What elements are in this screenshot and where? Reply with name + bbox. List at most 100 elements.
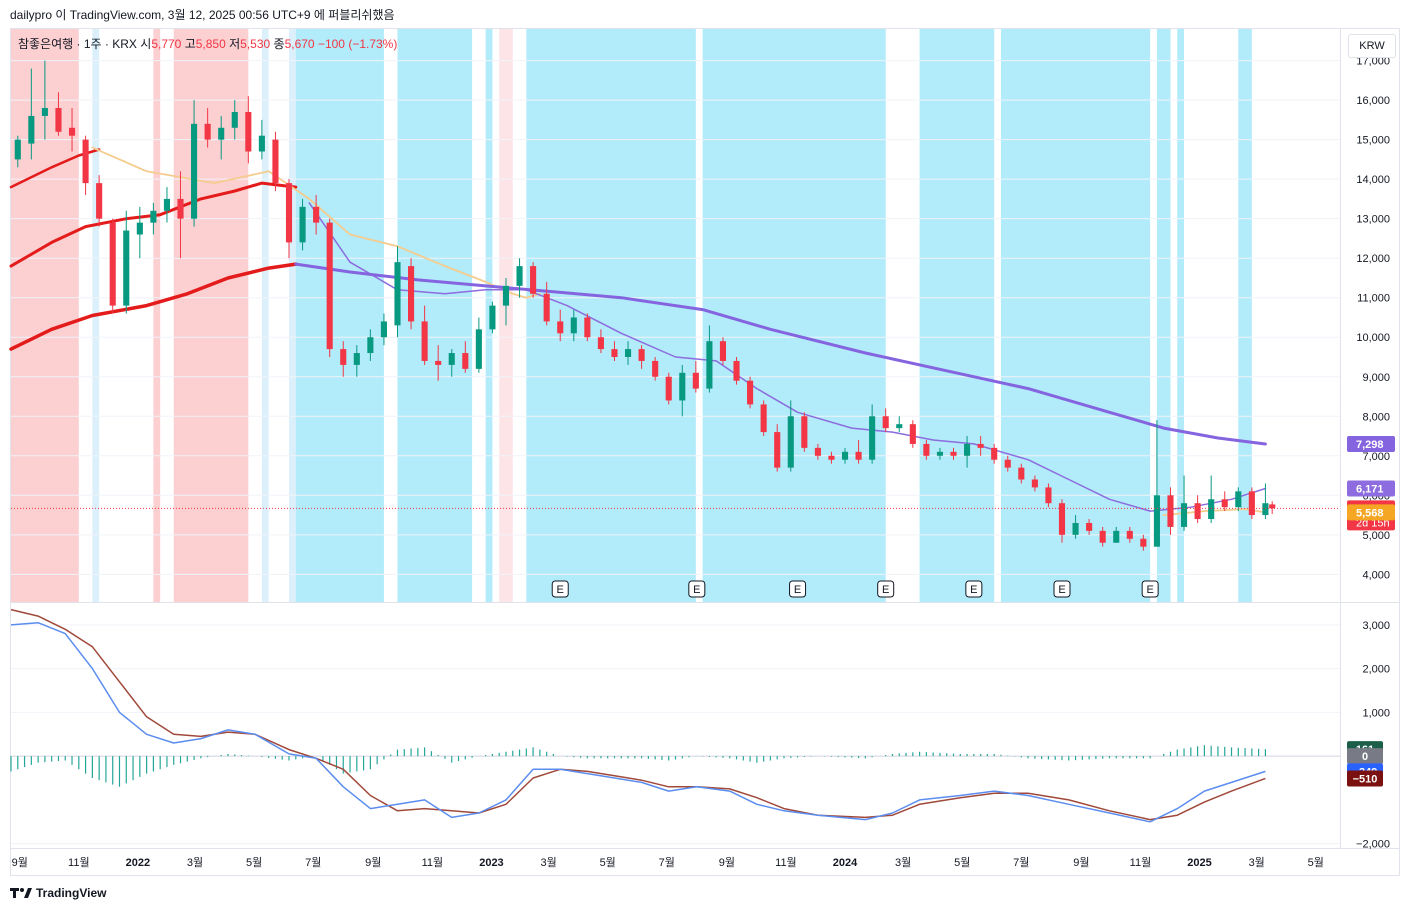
candle-body[interactable] [760, 404, 767, 433]
earnings-marker[interactable] [551, 580, 569, 598]
candle-body[interactable] [1058, 503, 1066, 535]
candle-body[interactable] [1031, 479, 1038, 488]
candle-body[interactable] [1018, 467, 1025, 480]
candle-body[interactable] [14, 139, 21, 160]
candle-body[interactable] [733, 360, 740, 381]
candle-body[interactable] [923, 443, 930, 456]
candle-body[interactable] [367, 337, 374, 354]
earnings-marker[interactable] [1141, 580, 1159, 598]
candle-body[interactable] [177, 198, 184, 219]
candle-body[interactable] [272, 139, 279, 184]
candle-body[interactable] [68, 127, 76, 136]
earnings-marker[interactable] [789, 580, 807, 598]
candle-body[interactable] [1180, 503, 1188, 527]
candle-body[interactable] [502, 285, 510, 306]
candle-body[interactable] [1235, 491, 1242, 508]
candle-body[interactable] [624, 349, 632, 357]
candle-body[interactable] [191, 123, 198, 219]
candle-body[interactable] [285, 183, 293, 243]
candle-body[interactable] [882, 416, 889, 429]
candle-body[interactable] [706, 341, 713, 389]
candle-body[interactable] [719, 341, 727, 361]
candle-body[interactable] [218, 127, 225, 140]
candle-body[interactable] [828, 455, 835, 460]
candle-body[interactable] [475, 329, 482, 369]
candle-body[interactable] [421, 321, 428, 361]
candle-body[interactable] [1153, 495, 1160, 547]
candle-body[interactable] [41, 108, 48, 116]
tradingview-logo[interactable]: TradingView [10, 886, 106, 900]
candle-body[interactable] [679, 372, 686, 401]
candle-body[interactable] [774, 432, 781, 468]
candle-body[interactable] [82, 139, 89, 184]
candle-body[interactable] [394, 262, 401, 326]
candle-body[interactable] [1099, 530, 1106, 543]
candle-body[interactable] [136, 222, 143, 235]
candle-body[interactable] [909, 424, 916, 444]
candle-body[interactable] [1126, 530, 1133, 539]
earnings-marker[interactable] [1053, 580, 1071, 598]
candle-body[interactable] [435, 360, 442, 365]
candle-body[interactable] [936, 451, 943, 456]
candle-body[interactable] [163, 198, 171, 211]
candle-body[interactable] [1140, 538, 1147, 547]
earnings-marker[interactable] [688, 580, 706, 598]
candle-body[interactable] [584, 317, 591, 338]
candle-body[interactable] [204, 123, 211, 140]
candle-body[interactable] [1221, 499, 1228, 508]
candle-body[interactable] [977, 443, 984, 448]
symbol-name[interactable]: 참좋은여행 · 1주 · KRX [18, 37, 137, 51]
candle-body[interactable] [28, 115, 35, 144]
candle-body[interactable] [991, 447, 998, 460]
candle-body[interactable] [1262, 503, 1269, 516]
candle-body[interactable] [1045, 487, 1052, 504]
candle-body[interactable] [1269, 504, 1276, 509]
candle-body[interactable] [150, 210, 157, 223]
candle-body[interactable] [489, 305, 496, 330]
candle-body[interactable] [340, 349, 347, 365]
candle-body[interactable] [313, 206, 320, 223]
candle-body[interactable] [611, 349, 618, 357]
candle-body[interactable] [638, 349, 645, 361]
candle-body[interactable] [109, 222, 116, 306]
candle-body[interactable] [841, 451, 849, 460]
candle-body[interactable] [353, 353, 360, 365]
candle-body[interactable] [448, 353, 455, 365]
candle-body[interactable] [855, 451, 862, 460]
candle-body[interactable] [1004, 459, 1011, 468]
candle-body[interactable] [747, 380, 754, 405]
candle-body[interactable] [869, 416, 876, 460]
candle-body[interactable] [652, 360, 659, 377]
candle-body[interactable] [801, 416, 808, 448]
candle-body[interactable] [123, 230, 130, 306]
candle-body[interactable] [570, 317, 577, 334]
candle-body[interactable] [964, 443, 971, 456]
candle-body[interactable] [530, 266, 537, 294]
candle-body[interactable] [665, 376, 672, 401]
candle-body[interactable] [1072, 522, 1079, 535]
candle-body[interactable] [1167, 495, 1174, 527]
candle-body[interactable] [543, 293, 550, 322]
candle-body[interactable] [231, 111, 238, 128]
candle-body[interactable] [299, 206, 306, 243]
earnings-marker[interactable] [877, 580, 895, 598]
candle-body[interactable] [1194, 503, 1201, 520]
earnings-marker[interactable] [965, 580, 983, 598]
candle-body[interactable] [1086, 522, 1093, 531]
currency-button[interactable]: KRW [1348, 34, 1396, 58]
candle-body[interactable] [950, 451, 957, 456]
candle-body[interactable] [1248, 491, 1255, 516]
candle-body[interactable] [597, 337, 604, 350]
candle-body[interactable] [516, 266, 523, 286]
candle-body[interactable] [55, 108, 62, 132]
candle-body[interactable] [408, 266, 415, 322]
candle-body[interactable] [258, 135, 265, 152]
candle-body[interactable] [96, 183, 103, 219]
candle-body[interactable] [462, 353, 469, 369]
candle-body[interactable] [1208, 499, 1215, 520]
candle-body[interactable] [380, 321, 387, 338]
candle-body[interactable] [814, 447, 821, 456]
candle-body[interactable] [1113, 530, 1120, 543]
candle-body[interactable] [245, 111, 252, 152]
